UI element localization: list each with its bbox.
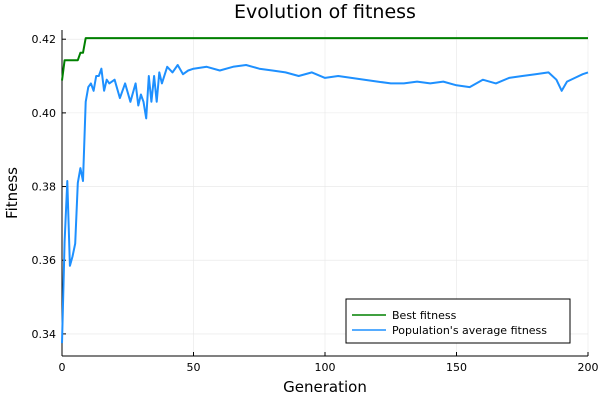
x-tick-label: 200 [578, 361, 599, 374]
y-tick-label: 0.36 [32, 254, 57, 267]
y-tick-label: 0.42 [32, 33, 57, 46]
y-tick-label: 0.38 [32, 181, 57, 194]
x-axis-label: Generation [283, 378, 367, 396]
tick-labels: 0 50 100 150 200 0.34 0.36 0.38 0.40 0.42 [32, 33, 599, 374]
y-tick-label: 0.34 [32, 328, 57, 341]
x-tick-label: 100 [315, 361, 336, 374]
x-tick-label: 50 [187, 361, 201, 374]
y-axis-label: Fitness [3, 167, 21, 219]
grid-lines [61, 30, 589, 356]
legend-box [345, 298, 571, 344]
series-line-best-fitness [61, 37, 588, 81]
legend-label-best-fitness: Best fitness [392, 309, 457, 322]
x-tick-label: 150 [446, 361, 467, 374]
series-line-average-fitness [61, 64, 589, 344]
chart-title: Evolution of fitness [234, 1, 416, 23]
plot-area [61, 37, 589, 344]
x-tick-label: 0 [59, 361, 66, 374]
y-tick-label: 0.40 [32, 107, 57, 120]
axes [61, 30, 589, 357]
legend-label-average-fitness: Population's average fitness [392, 324, 547, 337]
legend: Best fitness Population's average fitnes… [345, 298, 571, 344]
